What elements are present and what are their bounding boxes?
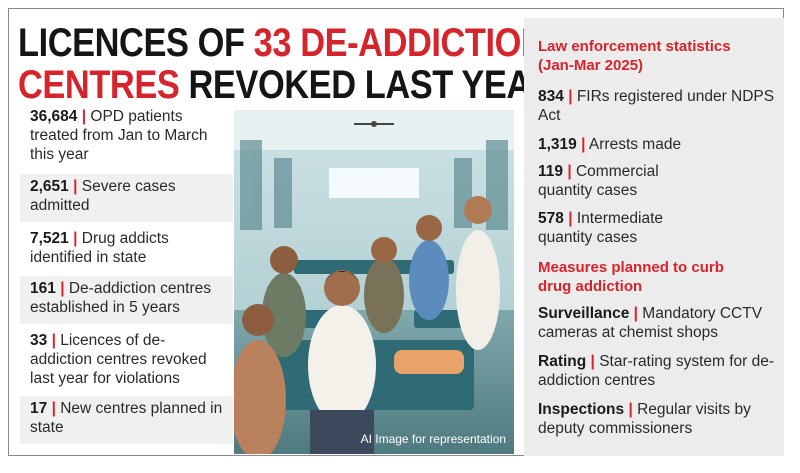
law-item-commercial: 119 | Commercial quantity cases <box>538 162 698 200</box>
separator: | <box>51 332 56 349</box>
measure-value: Surveillance <box>538 305 630 322</box>
law-item-firs: 834 | FIRs registered under NDPS Act <box>538 87 778 125</box>
headline-highlight: 33 DE-ADDICTION <box>253 21 546 65</box>
law-heading: Law enforcement statistics (Jan-Mar 2025… <box>538 38 731 74</box>
stat-label: OPD patients treated from Jan to March t… <box>30 108 208 163</box>
law-value: 834 <box>538 88 564 105</box>
ward-illustration: AI Image for representation <box>234 110 514 454</box>
headline-text: LICENCES OF <box>18 21 254 65</box>
law-value: 578 <box>538 210 564 227</box>
separator: | <box>51 400 56 417</box>
law-value: 1,319 <box>538 136 577 153</box>
stat-value: 161 <box>30 280 56 297</box>
stat-label: Licences of de-addiction centres revoked… <box>30 332 207 387</box>
stat-value: 17 <box>30 400 48 417</box>
separator: | <box>568 210 573 227</box>
stat-label: De-addiction centres established in 5 ye… <box>30 280 212 316</box>
stat-value: 7,521 <box>30 230 69 247</box>
separator: | <box>73 178 78 195</box>
law-item-intermediate: 578 | Intermediate quantity cases <box>538 209 698 247</box>
stat-new-centres: 17 | New centres planned in state <box>20 396 233 444</box>
law-label: Commercial quantity cases <box>538 163 659 199</box>
measure-inspections: Inspections | Regular visits by deputy c… <box>538 400 778 438</box>
measures-heading: Measures planned to curb drug addiction <box>538 259 724 295</box>
separator: | <box>628 401 633 418</box>
stat-centres-established: 161 | De-addiction centres established i… <box>20 276 233 324</box>
separator: | <box>590 353 595 370</box>
stat-opd-patients: 36,684 | OPD patients treated from Jan t… <box>20 104 233 170</box>
measure-label: Mandatory CCTV cameras at chemist shops <box>538 305 763 341</box>
measure-value: Rating <box>538 353 587 370</box>
measure-value: Inspections <box>538 401 625 418</box>
stat-value: 36,684 <box>30 108 78 125</box>
law-value: 119 <box>538 163 564 180</box>
measure-label: Star-rating system for de-addiction cent… <box>538 353 775 389</box>
measure-label: Regular visits by deputy commissioners <box>538 401 751 437</box>
representation-photo: AI Image for representation <box>234 110 514 454</box>
separator: | <box>568 88 573 105</box>
stat-value: 2,651 <box>30 178 69 195</box>
law-label: Arrests made <box>588 136 682 153</box>
separator: | <box>581 136 586 153</box>
stat-drug-addicts: 7,521 | Drug addicts identified in state <box>20 226 233 274</box>
stat-label: Severe cases admitted <box>30 178 176 214</box>
headline: LICENCES OF 33 DE-ADDICTION CENTRES REVO… <box>18 21 556 107</box>
headline-line-2: CENTRES REVOKED LAST YEAR <box>18 63 556 107</box>
photo-caption: AI Image for representation <box>361 432 506 446</box>
law-label: Intermediate quantity cases <box>538 210 664 246</box>
separator: | <box>567 163 572 180</box>
law-label: FIRs registered under NDPS Act <box>538 88 775 124</box>
stats-column: 36,684 | OPD patients treated from Jan t… <box>20 104 233 456</box>
headline-highlight: CENTRES <box>18 63 180 107</box>
stat-label: Drug addicts identified in state <box>30 230 169 266</box>
stat-severe-cases: 2,651 | Severe cases admitted <box>20 174 233 222</box>
headline-line-1: LICENCES OF 33 DE-ADDICTION <box>18 21 546 65</box>
law-item-arrests: 1,319 | Arrests made <box>538 135 778 154</box>
measure-rating: Rating | Star-rating system for de-addic… <box>538 352 778 390</box>
stat-licences-revoked: 33 | Licences of de-addiction centres re… <box>20 328 233 394</box>
separator: | <box>633 305 638 322</box>
measure-surveillance: Surveillance | Mandatory CCTV cameras at… <box>538 304 778 342</box>
separator: | <box>73 230 78 247</box>
separator: | <box>81 108 87 125</box>
headline-text: REVOKED LAST YEAR <box>179 63 556 107</box>
stat-value: 33 <box>30 332 48 349</box>
separator: | <box>60 280 65 297</box>
right-panel: Law enforcement statistics (Jan-Mar 2025… <box>524 18 784 456</box>
stat-label: New centres planned in state <box>30 400 223 436</box>
